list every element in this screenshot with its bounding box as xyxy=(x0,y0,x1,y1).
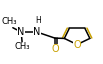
Text: O: O xyxy=(51,44,59,54)
Text: N: N xyxy=(18,27,25,37)
Text: O: O xyxy=(73,40,81,50)
Text: CH₃: CH₃ xyxy=(1,17,17,26)
Text: N: N xyxy=(33,27,41,37)
Text: CH₃: CH₃ xyxy=(14,42,30,51)
Text: H: H xyxy=(35,16,41,25)
